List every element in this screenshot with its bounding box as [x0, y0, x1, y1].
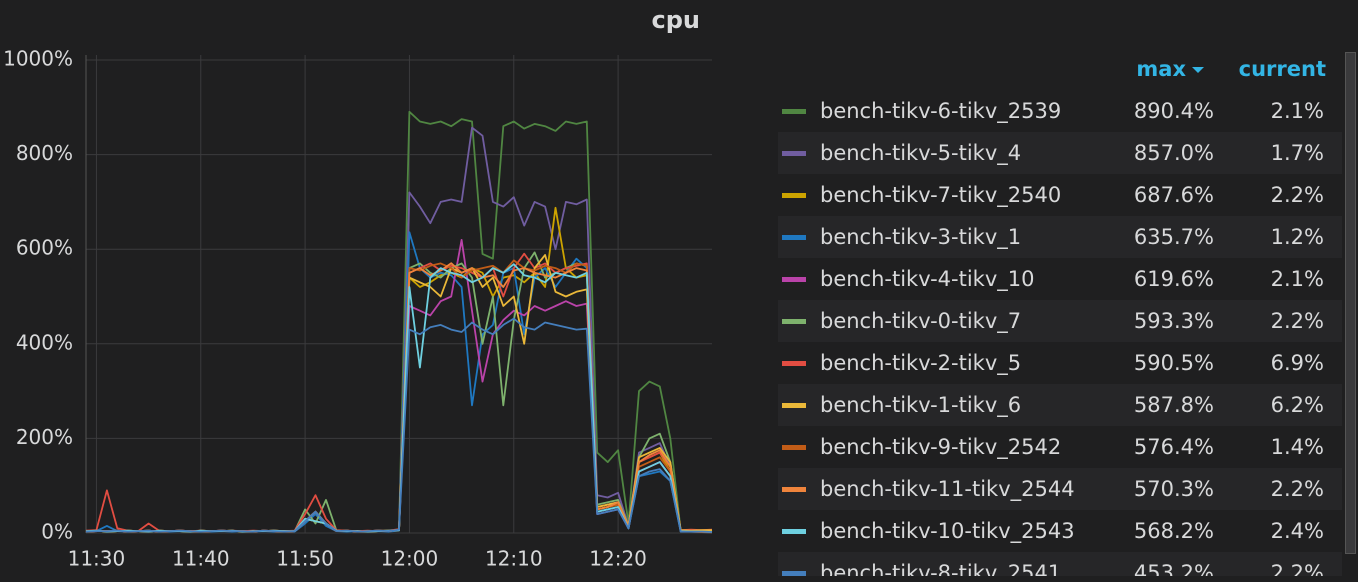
legend-current: 1.4% [1270, 435, 1324, 459]
legend-name: bench-tikv-0-tikv_7 [820, 309, 1022, 333]
legend-name: bench-tikv-4-tikv_10 [820, 267, 1035, 291]
legend-row[interactable]: bench-tikv-1-tikv_6 587.8% 6.2% [778, 384, 1342, 426]
y-tick-label: 200% [16, 425, 73, 449]
legend-swatch [782, 361, 806, 366]
legend-name: bench-tikv-3-tikv_1 [820, 225, 1022, 249]
legend-max: 453.2% [1133, 561, 1214, 576]
legend-row[interactable]: bench-tikv-9-tikv_2542 576.4% 1.4% [778, 426, 1342, 468]
legend-name: bench-tikv-6-tikv_2539 [820, 99, 1062, 123]
legend-max: 635.7% [1133, 225, 1214, 249]
chart: cpu 0% 200% 400% 600% 800% 1000% 11:30 11:40 11:… [3, 6, 713, 571]
legend-swatch [782, 403, 806, 408]
x-tick-label: 11:50 [276, 547, 334, 571]
chart-title: cpu [652, 6, 701, 34]
legend-current: 6.9% [1270, 351, 1324, 375]
legend-current: 2.1% [1270, 99, 1324, 123]
legend-row[interactable]: bench-tikv-4-tikv_10 619.6% 2.1% [778, 258, 1342, 300]
legend-name: bench-tikv-8-tikv_2541 [820, 561, 1062, 576]
legend-max: 619.6% [1133, 267, 1214, 291]
legend-name: bench-tikv-5-tikv_4 [820, 141, 1022, 165]
y-tick-label: 0% [41, 520, 73, 544]
legend-name: bench-tikv-2-tikv_5 [820, 351, 1022, 375]
legend-row[interactable]: bench-tikv-3-tikv_1 635.7% 1.2% [778, 216, 1342, 258]
legend-swatch [782, 151, 806, 156]
legend-current: 6.2% [1270, 393, 1324, 417]
legend-column-header[interactable]: max [1136, 48, 1204, 90]
legend-current: 2.4% [1270, 519, 1324, 543]
y-tick-label: 1000% [3, 47, 73, 71]
legend-swatch [782, 319, 806, 324]
x-tick-label: 11:40 [172, 547, 230, 571]
legend-max: 590.5% [1133, 351, 1214, 375]
legend-swatch [782, 487, 806, 492]
legend-name: bench-tikv-9-tikv_2542 [820, 435, 1062, 459]
y-tick-label: 600% [16, 236, 73, 260]
legend-max: 576.4% [1133, 435, 1214, 459]
legend-name: bench-tikv-1-tikv_6 [820, 393, 1022, 417]
legend-row[interactable]: bench-tikv-2-tikv_5 590.5% 6.9% [778, 342, 1342, 384]
legend-row[interactable]: bench-tikv-6-tikv_2539 890.4% 2.1% [778, 90, 1342, 132]
legend-row[interactable]: bench-tikv-0-tikv_7 593.3% 2.2% [778, 300, 1342, 342]
legend-max: 687.6% [1133, 183, 1214, 207]
legend-max: 890.4% [1133, 99, 1214, 123]
legend-current: 2.2% [1270, 309, 1324, 333]
legend-header: max current [778, 48, 1342, 90]
legend-max: 593.3% [1133, 309, 1214, 333]
legend-max: 587.8% [1133, 393, 1214, 417]
legend-name: bench-tikv-10-tikv_2543 [820, 519, 1075, 543]
x-tick-label: 11:30 [68, 547, 126, 571]
x-tick-label: 12:20 [589, 547, 647, 571]
legend-current: 2.2% [1270, 561, 1324, 576]
legend-current: 2.2% [1270, 183, 1324, 207]
legend-row[interactable]: bench-tikv-5-tikv_4 857.0% 1.7% [778, 132, 1342, 174]
legend-current: 1.7% [1270, 141, 1324, 165]
legend-name: bench-tikv-11-tikv_2544 [820, 477, 1075, 501]
legend-current: 2.1% [1270, 267, 1324, 291]
legend-swatch [782, 193, 806, 198]
sort-arrow [1192, 67, 1204, 73]
scrollbar[interactable] [1345, 52, 1356, 554]
legend-swatch [782, 109, 806, 114]
legend-row[interactable]: bench-tikv-7-tikv_2540 687.6% 2.2% [778, 174, 1342, 216]
legend-column-header[interactable]: current [1238, 57, 1326, 81]
legend-row[interactable]: bench-tikv-8-tikv_2541 453.2% 2.2% [778, 552, 1342, 576]
legend: max current bench-tikv-6-tikv_2539 890.4% 2.… [778, 48, 1342, 576]
legend-swatch [782, 235, 806, 240]
legend-max: 570.3% [1133, 477, 1214, 501]
legend-row[interactable]: bench-tikv-11-tikv_2544 570.3% 2.2% [778, 468, 1342, 510]
legend-swatch [782, 571, 806, 576]
legend-current: 2.2% [1270, 477, 1324, 501]
y-tick-label: 400% [16, 330, 73, 354]
legend-name: bench-tikv-7-tikv_2540 [820, 183, 1062, 207]
legend-swatch [782, 277, 806, 282]
x-tick-label: 12:00 [381, 547, 439, 571]
legend-current: 1.2% [1270, 225, 1324, 249]
legend-swatch [782, 445, 806, 450]
legend-row[interactable]: bench-tikv-10-tikv_2543 568.2% 2.4% [778, 510, 1342, 552]
legend-max: 857.0% [1133, 141, 1214, 165]
series-line [85, 317, 713, 533]
legend-swatch [782, 529, 806, 534]
y-tick-label: 800% [16, 141, 73, 165]
x-tick-label: 12:10 [485, 547, 543, 571]
legend-max: 568.2% [1133, 519, 1214, 543]
